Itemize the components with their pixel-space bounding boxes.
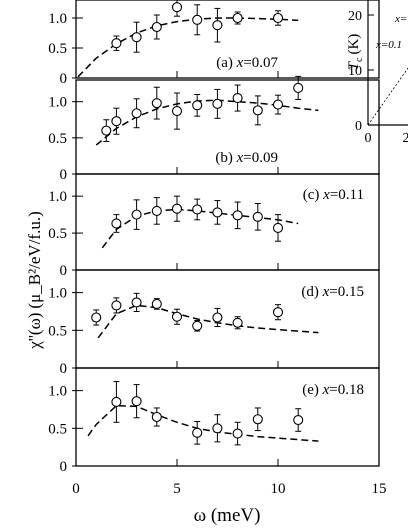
data-point <box>131 32 142 43</box>
y-tick-label: 0 <box>60 459 68 475</box>
inset-ytick-label: 0 <box>355 119 362 134</box>
data-point <box>272 222 284 233</box>
y-tick-label: 0 <box>60 263 68 279</box>
data-point <box>192 204 203 215</box>
data-point <box>232 210 243 221</box>
data-point <box>131 297 142 308</box>
y-tick-label: 0.5 <box>48 131 67 147</box>
x-axis-title: ω (meV) <box>194 505 261 526</box>
panel-e: 0 0.5 1.0 (e) x=0.18 <box>48 367 380 475</box>
panel-label: (d) x=0.15 <box>301 284 364 300</box>
y-tick-label: 0 <box>60 167 68 183</box>
panel-b: 0 0.5 1.0 (b) x=0.09 <box>48 75 380 183</box>
y-tick-label: 0.5 <box>48 41 67 57</box>
fit-curve <box>101 208 299 249</box>
data-point <box>232 93 243 104</box>
fit-curve <box>87 404 319 442</box>
data-point <box>212 207 223 218</box>
data-point <box>151 21 162 33</box>
data-point <box>252 414 263 425</box>
data-point <box>192 427 203 438</box>
data-point <box>192 100 203 111</box>
fit-curve <box>97 304 319 339</box>
y-tick-label: 0 <box>60 361 68 377</box>
panel-frame <box>75 0 380 79</box>
panel-a: 0 0.5 1.0 (a) x=0.07 <box>48 0 380 87</box>
panel-label: (a) x=0.07 <box>216 55 278 71</box>
y-tick-label: 1.0 <box>48 189 67 205</box>
data-point <box>232 428 243 439</box>
data-point <box>171 2 183 13</box>
y-tick-label: 1.0 <box>48 286 67 302</box>
inset-y-axis-title: Tc(K) <box>346 34 365 71</box>
inset-ytick-label: 20 <box>348 9 362 24</box>
data-point <box>111 300 122 311</box>
data-point <box>111 38 122 49</box>
y-tick-label: 0 <box>60 71 68 87</box>
panel-label: (e) x=0.18 <box>302 382 364 398</box>
inset-dotted-line <box>367 67 408 126</box>
data-point <box>111 218 122 229</box>
x-tick-label: 10 <box>271 481 286 497</box>
panel-d: 0 0.5 1.0 (d) x=0.15 <box>48 269 380 377</box>
inset-xtick-label: 0 <box>365 131 372 146</box>
data-point <box>151 411 162 423</box>
panel-label: (b) x=0.09 <box>215 150 278 166</box>
data-point <box>252 211 263 222</box>
inset-label-partial-right: x= <box>394 13 407 25</box>
y-tick-label: 0.5 <box>48 323 67 339</box>
data-point <box>192 320 203 331</box>
inset-xtick-label: 2 <box>403 131 408 146</box>
data-point <box>101 125 112 136</box>
inset-ytick-label: 10 <box>348 64 362 79</box>
panel-frame <box>75 367 380 467</box>
data-point <box>151 205 162 216</box>
data-point <box>272 12 284 24</box>
data-point <box>131 209 142 220</box>
y-tick-label: 1.0 <box>48 11 67 27</box>
data-point <box>171 106 183 117</box>
y-tick-label: 1.0 <box>48 384 67 400</box>
panel-c: 0 0.5 1.0 (c) x=0.11 <box>48 173 380 279</box>
data-point <box>192 14 203 25</box>
inset-plot: 20 10 0 0 2 x=0.1 x= Tc(K) <box>346 0 408 146</box>
data-point <box>111 396 122 407</box>
fit-curve <box>95 99 319 146</box>
data-point <box>212 312 223 323</box>
data-point <box>293 414 304 426</box>
x-tick-label: 15 <box>372 481 387 497</box>
data-point <box>232 12 243 24</box>
data-point <box>151 98 162 109</box>
data-point <box>252 105 263 116</box>
data-point <box>131 108 142 119</box>
data-point <box>91 312 102 323</box>
y-tick-label: 0.5 <box>48 226 67 242</box>
data-point <box>232 317 243 328</box>
data-point <box>272 99 284 110</box>
data-point <box>171 203 183 214</box>
data-point <box>131 396 142 407</box>
y-tick-label: 0.5 <box>48 421 67 437</box>
x-tick-labels: 0 5 10 15 <box>72 481 386 497</box>
x-tick-label: 5 <box>173 481 181 497</box>
x-tick-label: 0 <box>72 481 80 497</box>
data-point <box>111 116 122 127</box>
data-point <box>272 307 284 318</box>
data-point <box>212 423 223 434</box>
panel-label: (c) x=0.11 <box>303 187 364 203</box>
inset-label-partial: x=0.1 <box>375 39 402 51</box>
data-point <box>151 298 162 309</box>
data-point <box>212 98 223 109</box>
data-point <box>293 82 304 94</box>
panels: 0 0.5 1.0 (a) x=0.07 0 0.5 1.0 (b) x=0.09 0 0.5 1.… <box>48 0 380 475</box>
data-point <box>171 311 183 322</box>
y-tick-label: 1.0 <box>48 95 67 111</box>
y-axis-title: χ''(ω)(μ_B²/eV/f.u.) <box>25 211 44 350</box>
data-point <box>212 20 223 31</box>
